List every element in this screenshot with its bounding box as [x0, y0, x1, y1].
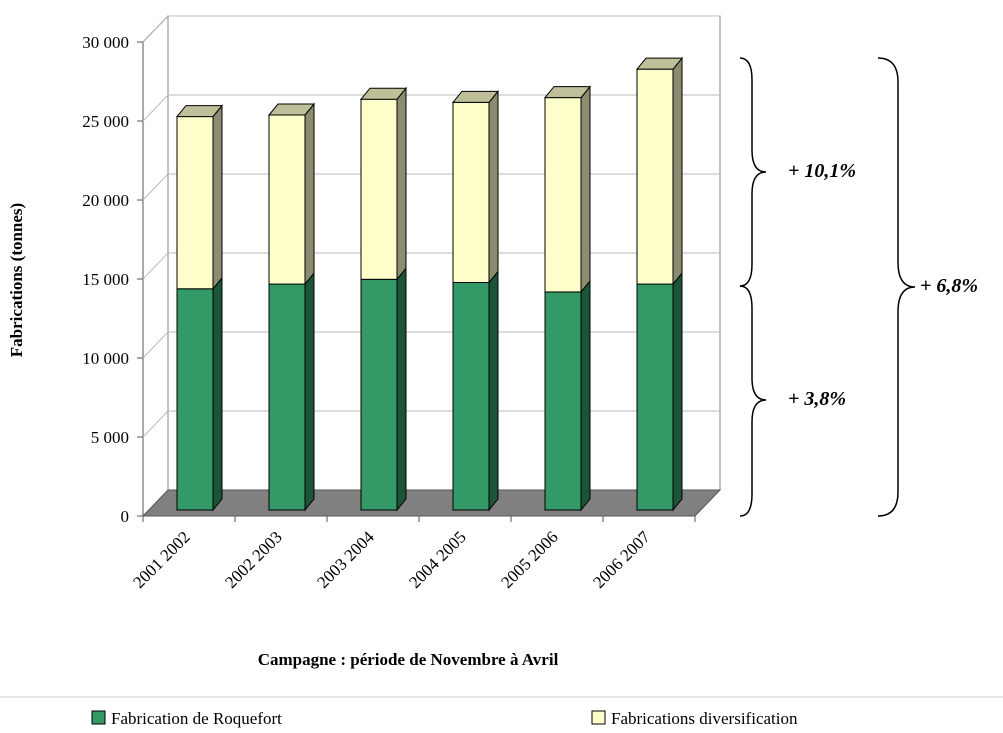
grid-line	[142, 252, 169, 280]
floor	[141, 489, 722, 517]
legend-label: Fabrications diversification	[611, 709, 798, 728]
brace	[739, 57, 767, 287]
annotation: + 6,8%	[920, 275, 978, 297]
bar	[360, 278, 398, 511]
bar	[268, 283, 306, 511]
y-tick-label: 30 000	[82, 33, 129, 52]
bar	[452, 281, 490, 511]
bar-side	[212, 276, 223, 512]
bar-side	[672, 56, 683, 286]
grid-line	[142, 173, 169, 201]
bar-top	[175, 105, 224, 118]
x-tick-label: 2004 2005	[405, 527, 470, 592]
annotation: + 10,1%	[788, 160, 856, 182]
brace	[877, 57, 916, 517]
x-tick-label: 2003 2004	[313, 527, 378, 592]
bar-side	[212, 104, 223, 291]
bar	[636, 68, 674, 285]
x-tick-label: 2005 2006	[497, 527, 562, 592]
y-tick-label: 20 000	[82, 191, 129, 210]
y-tick-label: 0	[121, 507, 130, 526]
legend-label: Fabrication de Roquefort	[111, 709, 282, 728]
y-tick-label: 10 000	[82, 349, 129, 368]
bar-top	[451, 90, 500, 103]
bar	[176, 288, 214, 511]
brace	[739, 285, 767, 517]
y-tick-label: 5 000	[91, 428, 129, 447]
bar-top	[635, 57, 684, 70]
y-axis-label: Fabrications (tonnes)	[7, 203, 26, 357]
bar-top	[267, 103, 316, 116]
bar-side	[580, 85, 591, 294]
grid-line	[142, 15, 169, 43]
bar-side	[488, 270, 499, 512]
bar-side	[304, 271, 315, 512]
annotation: + 3,8%	[788, 388, 846, 410]
legend-swatch	[91, 710, 106, 725]
bar-side	[396, 266, 407, 512]
bar-side	[672, 271, 683, 512]
bar	[360, 98, 398, 280]
bar-top	[543, 86, 592, 99]
bar-side	[580, 279, 591, 512]
bar	[268, 114, 306, 285]
grid-line	[142, 410, 169, 438]
x-tick-label: 2002 2003	[221, 527, 286, 592]
y-tick-label: 25 000	[82, 112, 129, 131]
x-tick-label: 2001 2002	[129, 527, 194, 592]
x-tick-label: 2006 2007	[589, 527, 654, 592]
y-tick-label: 15 000	[82, 270, 129, 289]
grid-line	[142, 331, 169, 359]
bar	[636, 283, 674, 511]
bar	[544, 291, 582, 511]
bar	[452, 101, 490, 283]
bar-side	[304, 102, 315, 286]
bar-side	[488, 89, 499, 284]
bar-side	[396, 86, 407, 281]
bar-top	[359, 87, 408, 100]
bar	[176, 116, 214, 290]
grid-line	[142, 94, 169, 122]
x-axis-label: Campagne : période de Novembre à Avril	[258, 650, 559, 669]
legend-swatch	[591, 710, 606, 725]
bar	[544, 97, 582, 293]
